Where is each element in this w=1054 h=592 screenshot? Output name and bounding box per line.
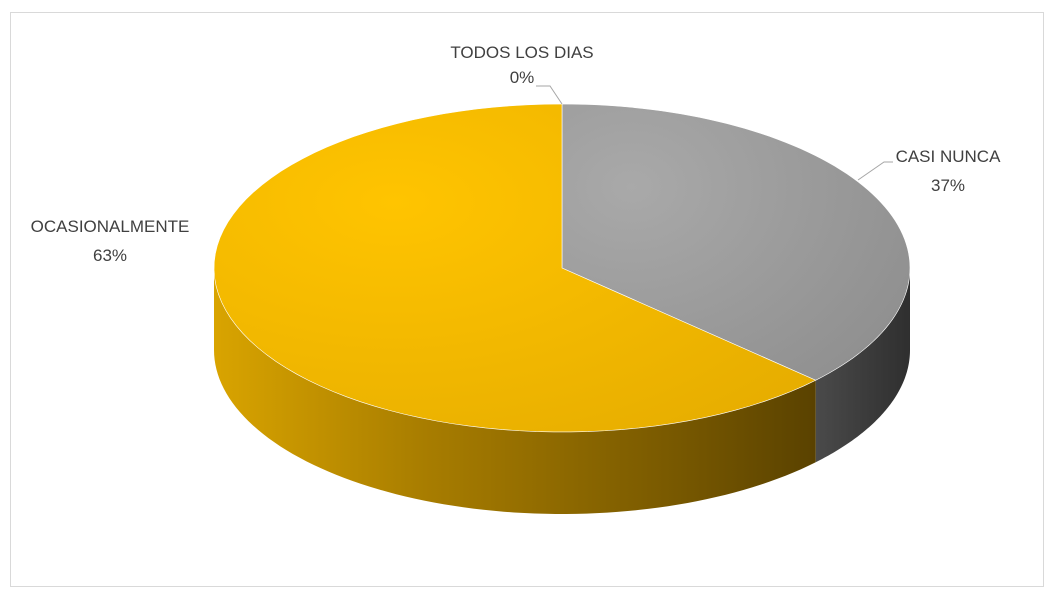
pie-side-ocasionalmente: [214, 268, 816, 514]
slice-category-label-casi-nunca: CASI NUNCA: [896, 147, 1002, 166]
slice-value-label-casi-nunca: 37%: [931, 176, 965, 195]
slice-category-label-ocasionalmente: OCASIONALMENTE: [31, 217, 190, 236]
slice-value-label-ocasionalmente: 63%: [93, 246, 127, 265]
pie-side-casi-nunca: [815, 268, 910, 463]
leader-line-casi-nunca: [857, 161, 893, 181]
pie-slice-ocasionalmente: [213, 103, 817, 433]
leader-line-todos-los-dias: [536, 85, 563, 105]
slice-category-label-todos-los-dias: TODOS LOS DIAS: [450, 43, 593, 62]
pie-slice-casi-nunca: [561, 103, 911, 381]
slice-value-label-todos-los-dias: 0%: [510, 68, 535, 87]
